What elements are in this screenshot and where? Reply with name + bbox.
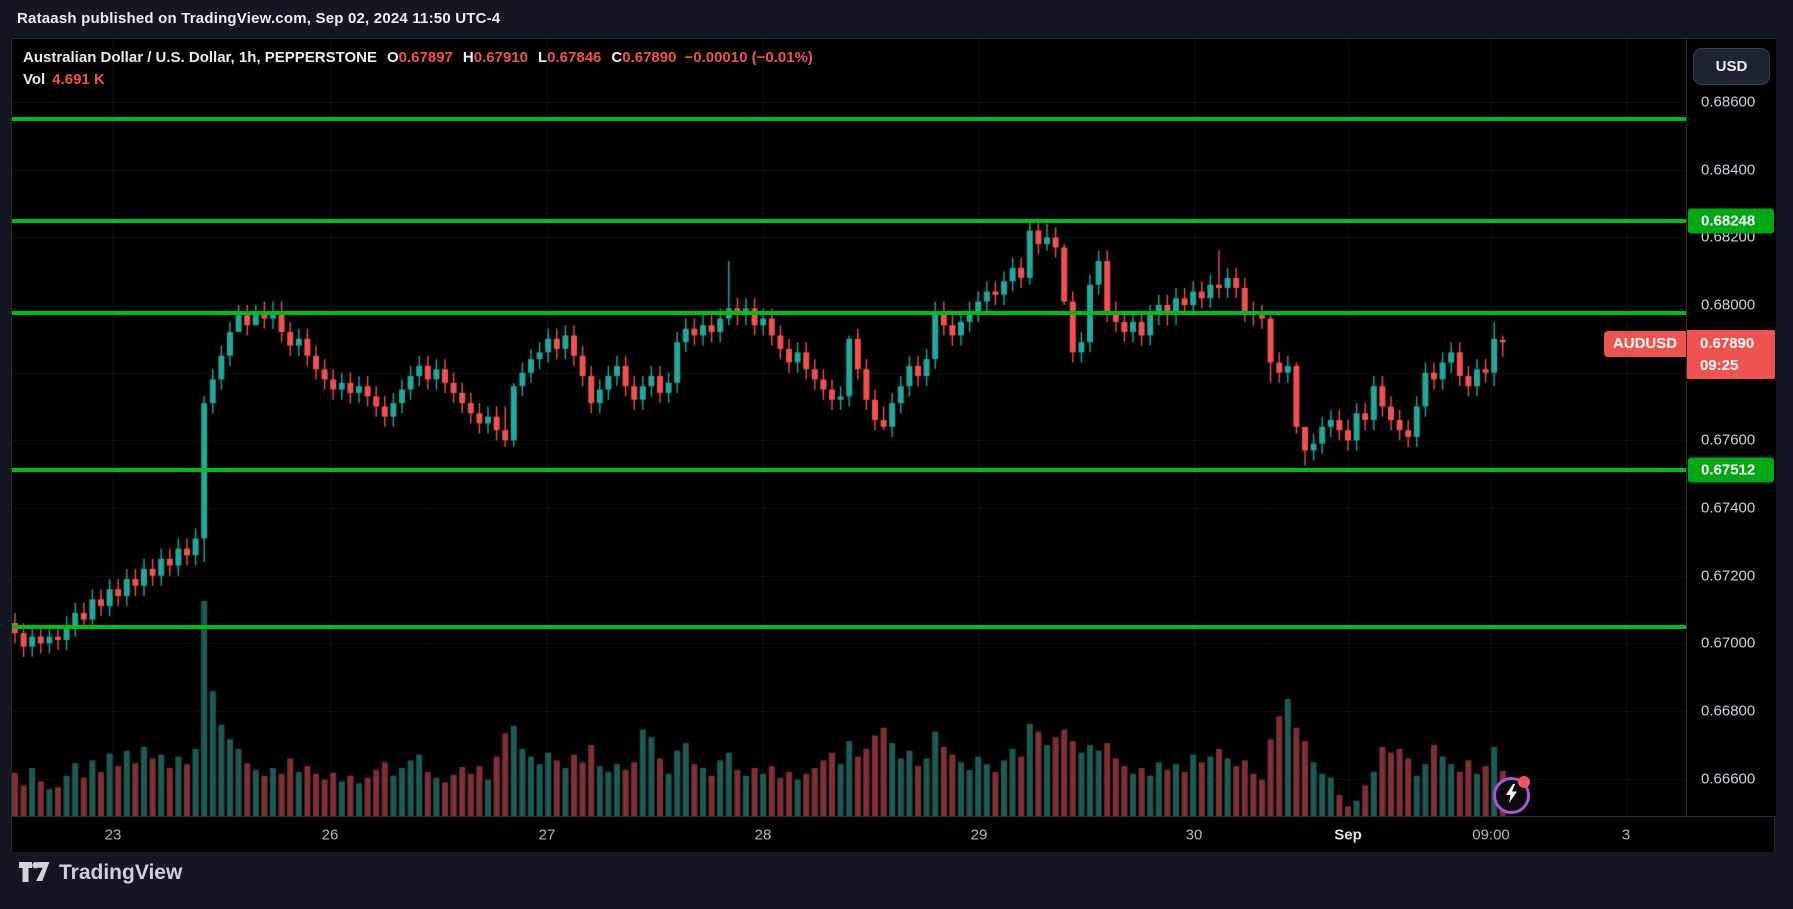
close-value: 0.67890 — [622, 49, 677, 66]
level-price-badge: 0.67512 — [1688, 457, 1774, 483]
tradingview-logo[interactable]: TradingView — [19, 861, 182, 885]
level-price-badge: 0.68248 — [1688, 208, 1774, 234]
price-axis-label: 0.66800 — [1701, 702, 1756, 720]
time-axis-label: 3 — [1621, 826, 1631, 844]
last-price-badge: 0.67890 09:25 — [1687, 330, 1775, 380]
price-axis-label: 0.67400 — [1701, 499, 1756, 517]
time-axis-label: 23 — [104, 826, 122, 844]
high-label: H — [462, 49, 474, 66]
open-label: O — [387, 49, 399, 66]
last-price-time: 09:25 — [1700, 357, 1739, 375]
time-axis-label: Sep — [1334, 826, 1362, 844]
symbol-title-row: Australian Dollar / U.S. Dollar, 1h, PEP… — [23, 47, 813, 69]
last-price-value: 0.67890 — [1700, 335, 1755, 353]
chart-panel: Australian Dollar / U.S. Dollar, 1h, PEP… — [11, 38, 1776, 852]
price-axis-label: 0.67600 — [1701, 431, 1756, 449]
open-value: 0.67897 — [398, 49, 453, 66]
price-axis-label: 0.67200 — [1701, 567, 1756, 585]
support-resistance-line[interactable] — [12, 116, 1686, 121]
tradingview-mark-icon — [19, 862, 50, 884]
low-value: 0.67846 — [547, 49, 602, 66]
time-axis-label: 27 — [538, 826, 556, 844]
time-axis[interactable]: 23 26 27 28 29 30 Sep 09:00 3 — [12, 816, 1774, 852]
close-label: C — [611, 49, 623, 66]
time-axis-label: 28 — [754, 826, 772, 844]
last-price-symbol-badge: AUDUSD — [1604, 331, 1686, 358]
volume-row: Vol 4.691 K — [23, 69, 813, 91]
candlestick-canvas[interactable] — [12, 39, 1686, 816]
price-axis-label: 0.66600 — [1701, 770, 1756, 788]
time-axis-label: 26 — [321, 826, 339, 844]
price-axis-label: 0.68400 — [1701, 161, 1756, 179]
flash-button[interactable] — [1493, 776, 1530, 814]
price-axis[interactable]: USD 0.686000.684000.682000.680000.678000… — [1686, 39, 1776, 816]
notification-dot-icon — [1518, 776, 1530, 788]
tradingview-logo-text: TradingView — [59, 861, 183, 884]
chart-plot-area[interactable]: Australian Dollar / U.S. Dollar, 1h, PEP… — [12, 39, 1686, 816]
currency-toggle-button[interactable]: USD — [1693, 48, 1770, 85]
support-resistance-line[interactable] — [12, 625, 1686, 630]
price-axis-label: 0.68600 — [1701, 93, 1756, 111]
volume-value: 4.691 K — [52, 71, 105, 88]
support-resistance-line[interactable] — [12, 219, 1686, 224]
support-resistance-line[interactable] — [12, 311, 1686, 316]
volume-label: Vol — [23, 71, 46, 88]
price-axis-label: 0.67000 — [1701, 634, 1756, 652]
chart-legend: Australian Dollar / U.S. Dollar, 1h, PEP… — [23, 47, 813, 91]
change-value: −0.00010 (−0.01%) — [684, 49, 813, 66]
support-resistance-line[interactable] — [12, 468, 1686, 473]
low-label: L — [537, 49, 548, 66]
time-axis-label: 30 — [1185, 826, 1203, 844]
lightning-icon — [1504, 783, 1519, 808]
high-value: 0.67910 — [473, 49, 528, 66]
attribution-text: Rataash published on TradingView.com, Se… — [17, 10, 501, 27]
symbol-title: Australian Dollar / U.S. Dollar, 1h, PEP… — [23, 49, 377, 66]
time-axis-label: 09:00 — [1472, 826, 1510, 844]
price-axis-label: 0.68000 — [1701, 296, 1756, 314]
time-axis-label: 29 — [970, 826, 988, 844]
